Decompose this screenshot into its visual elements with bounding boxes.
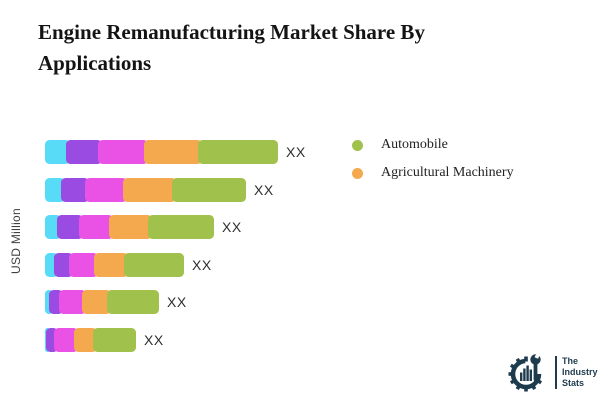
bar-value-label: XX bbox=[254, 181, 274, 198]
brand-logo: The Industry Stats bbox=[505, 349, 598, 395]
bar-segment bbox=[93, 252, 128, 277]
legend-label: Automobile bbox=[381, 137, 448, 152]
bar-value-label: XX bbox=[286, 144, 306, 160]
bar-segment bbox=[97, 140, 148, 164]
bar-value-label: XX bbox=[222, 219, 242, 235]
bar-row: XX bbox=[45, 252, 306, 277]
bar-segment bbox=[197, 140, 278, 164]
logo-text: The Industry Stats bbox=[562, 356, 598, 389]
bar-row: XX bbox=[45, 140, 306, 164]
bar-value-label: XX bbox=[167, 294, 187, 310]
bar-segment bbox=[108, 215, 152, 239]
bar-segment bbox=[68, 252, 98, 277]
y-axis-label: USD Million bbox=[9, 208, 23, 274]
chart-title: Engine Remanufacturing Market Share By A… bbox=[38, 20, 425, 75]
bar-segment bbox=[123, 252, 184, 277]
bar-segment bbox=[147, 215, 214, 239]
bar-segment bbox=[92, 327, 136, 352]
logo-text-line: Stats bbox=[562, 377, 585, 388]
gear-wrench-chart-icon bbox=[508, 351, 543, 392]
bar-segment bbox=[45, 177, 65, 202]
bar-segment bbox=[65, 140, 102, 164]
bar-segment bbox=[122, 177, 176, 202]
legend-item-agricultural-machinery: Agricultural Machinery bbox=[352, 164, 514, 182]
bar-segment bbox=[81, 290, 111, 314]
bar-value-label: XX bbox=[192, 256, 212, 273]
logo-text-line: The bbox=[562, 355, 579, 366]
legend-dot-icon bbox=[352, 139, 363, 151]
logo-separator bbox=[555, 355, 557, 389]
bar-segment bbox=[78, 215, 113, 239]
bar-row: XX bbox=[45, 215, 306, 239]
bar-row: XX bbox=[45, 327, 306, 352]
bar-segment bbox=[143, 140, 202, 164]
legend: Automobile Agricultural Machinery bbox=[352, 136, 514, 182]
legend-label: Agricultural Machinery bbox=[381, 165, 514, 180]
bar-segment bbox=[106, 290, 159, 314]
bar-rows: XX XX XX XX XX XX bbox=[45, 140, 306, 352]
bar-segment bbox=[53, 252, 73, 277]
bar-row: XX bbox=[45, 177, 306, 202]
bar-row: XX bbox=[45, 290, 306, 314]
legend-item-automobile: Automobile bbox=[352, 136, 514, 154]
bar-segment bbox=[58, 290, 86, 314]
bar-segment bbox=[73, 327, 97, 352]
bar-segment bbox=[84, 177, 127, 202]
bar-segment bbox=[60, 177, 89, 202]
legend-dot-icon bbox=[352, 167, 363, 179]
logo-text-line: Industry bbox=[562, 366, 598, 377]
bar-segment bbox=[171, 177, 246, 202]
bar-value-label: XX bbox=[144, 331, 164, 348]
